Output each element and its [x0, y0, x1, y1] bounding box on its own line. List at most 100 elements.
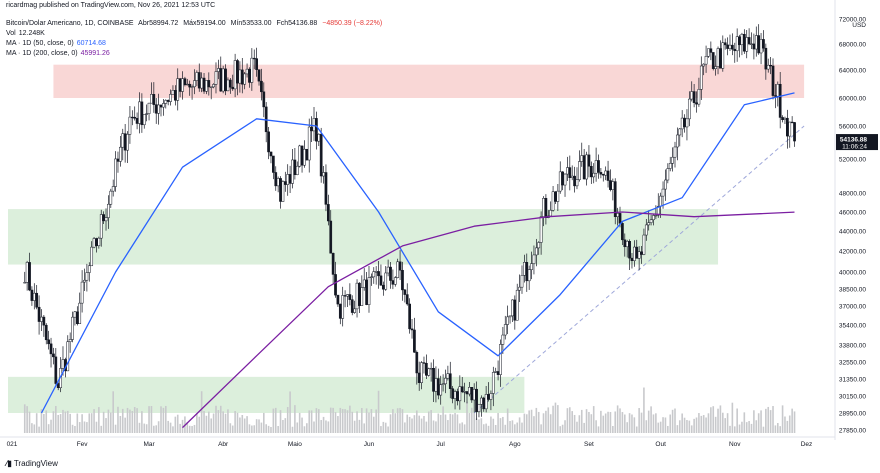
candle[interactable]	[190, 84, 194, 100]
candle[interactable]	[322, 165, 325, 184]
candle[interactable]	[728, 34, 732, 51]
candle[interactable]	[652, 214, 655, 226]
candle[interactable]	[331, 252, 335, 284]
candle[interactable]	[790, 116, 794, 124]
candle[interactable]	[494, 367, 498, 373]
candle[interactable]	[121, 128, 125, 161]
candle[interactable]	[255, 47, 258, 77]
candle[interactable]	[508, 315, 512, 324]
candle[interactable]	[123, 124, 127, 163]
candle[interactable]	[207, 72, 211, 96]
candle[interactable]	[126, 131, 129, 164]
candle[interactable]	[664, 169, 667, 201]
candle[interactable]	[532, 245, 536, 275]
candle[interactable]	[154, 98, 158, 124]
candle[interactable]	[750, 32, 753, 49]
candle[interactable]	[348, 283, 352, 306]
candle[interactable]	[389, 262, 392, 289]
candle[interactable]	[374, 266, 378, 285]
candle[interactable]	[257, 69, 261, 86]
candle[interactable]	[606, 160, 610, 188]
candle[interactable]	[334, 261, 337, 298]
candle[interactable]	[169, 89, 172, 106]
candle[interactable]	[491, 366, 495, 407]
candle[interactable]	[671, 147, 674, 172]
candle[interactable]	[152, 82, 156, 113]
candle[interactable]	[336, 294, 340, 307]
candle[interactable]	[759, 32, 763, 65]
candle[interactable]	[484, 386, 488, 413]
candle[interactable]	[341, 286, 345, 327]
candle[interactable]	[212, 83, 215, 89]
candle[interactable]	[604, 166, 608, 181]
candle[interactable]	[30, 286, 34, 306]
candle[interactable]	[324, 164, 328, 212]
candle[interactable]	[142, 114, 146, 129]
candle[interactable]	[166, 99, 170, 106]
candle[interactable]	[687, 91, 691, 127]
candle[interactable]	[97, 236, 101, 249]
ma200-line[interactable]	[182, 211, 795, 429]
candle[interactable]	[621, 221, 624, 246]
candle[interactable]	[764, 43, 768, 80]
candle[interactable]	[85, 263, 89, 292]
candle[interactable]	[145, 104, 149, 122]
candle[interactable]	[709, 41, 713, 61]
candle[interactable]	[781, 115, 784, 123]
candle[interactable]	[575, 167, 579, 190]
candle[interactable]	[731, 33, 734, 56]
candle[interactable]	[561, 171, 564, 191]
candle[interactable]	[377, 260, 380, 289]
candle[interactable]	[214, 62, 218, 94]
candle[interactable]	[326, 194, 330, 226]
candle[interactable]	[293, 148, 297, 180]
candle[interactable]	[410, 318, 414, 339]
candle[interactable]	[49, 337, 53, 368]
candle[interactable]	[611, 178, 615, 201]
candle[interactable]	[370, 273, 373, 286]
candle[interactable]	[32, 283, 36, 310]
candle[interactable]	[350, 295, 354, 316]
candle[interactable]	[267, 127, 270, 160]
candle[interactable]	[769, 56, 772, 75]
candle[interactable]	[668, 156, 672, 172]
candle[interactable]	[506, 305, 510, 335]
candle[interactable]	[291, 149, 294, 189]
candle[interactable]	[71, 311, 74, 343]
candle[interactable]	[68, 332, 72, 353]
candle[interactable]	[104, 208, 108, 231]
last-price-badge[interactable]	[836, 134, 878, 151]
candle[interactable]	[181, 71, 184, 100]
candle[interactable]	[458, 375, 462, 410]
candle[interactable]	[673, 141, 677, 168]
candle[interactable]	[274, 166, 278, 191]
candle[interactable]	[420, 361, 423, 390]
candle[interactable]	[355, 279, 359, 318]
candle[interactable]	[312, 107, 316, 141]
candle[interactable]	[642, 228, 646, 256]
candle[interactable]	[243, 71, 247, 90]
candle[interactable]	[556, 183, 560, 211]
candle[interactable]	[742, 29, 746, 54]
candle[interactable]	[346, 294, 349, 308]
candle[interactable]	[649, 214, 653, 226]
candle[interactable]	[398, 250, 402, 281]
candle[interactable]	[384, 266, 388, 291]
candle[interactable]	[527, 265, 531, 290]
candle[interactable]	[707, 48, 710, 58]
candle[interactable]	[401, 261, 404, 301]
candle[interactable]	[391, 269, 395, 290]
candle[interactable]	[157, 93, 160, 125]
candle[interactable]	[511, 299, 514, 323]
candle[interactable]	[362, 268, 366, 291]
candle[interactable]	[563, 173, 567, 197]
candle[interactable]	[305, 148, 309, 161]
candle[interactable]	[47, 330, 50, 350]
candle[interactable]	[704, 45, 708, 73]
candle[interactable]	[119, 135, 122, 167]
candle[interactable]	[393, 276, 397, 287]
candle[interactable]	[539, 211, 543, 255]
candle[interactable]	[589, 161, 593, 184]
candle[interactable]	[439, 375, 443, 405]
candle[interactable]	[580, 142, 584, 167]
